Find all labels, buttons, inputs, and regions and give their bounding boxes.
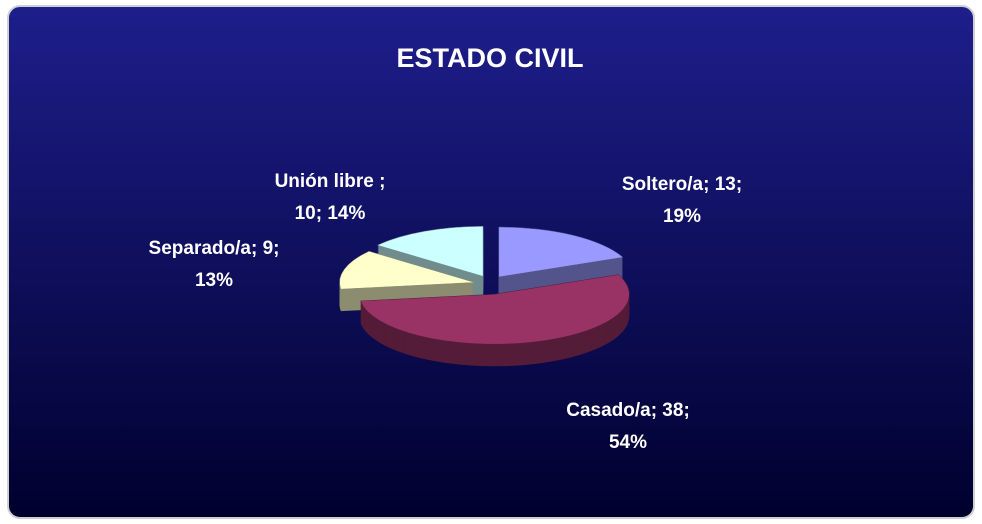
data-label: 19%: [663, 206, 701, 227]
data-label: Soltero/a; 13;: [622, 174, 742, 195]
data-label: 13%: [195, 270, 233, 291]
data-label: Separado/a; 9;: [149, 238, 280, 259]
slice: [360, 274, 630, 345]
data-label: 54%: [609, 432, 647, 453]
chart-title: ESTADO CIVIL: [396, 43, 583, 73]
slice: [498, 226, 624, 278]
data-label: 10; 14%: [295, 203, 366, 224]
data-label: Casado/a; 38;: [566, 400, 690, 421]
slice: [376, 226, 484, 277]
slice: [339, 251, 475, 290]
data-label: Unión libre ;: [275, 171, 386, 192]
pie: [339, 226, 630, 367]
chart-background: [7, 5, 975, 519]
